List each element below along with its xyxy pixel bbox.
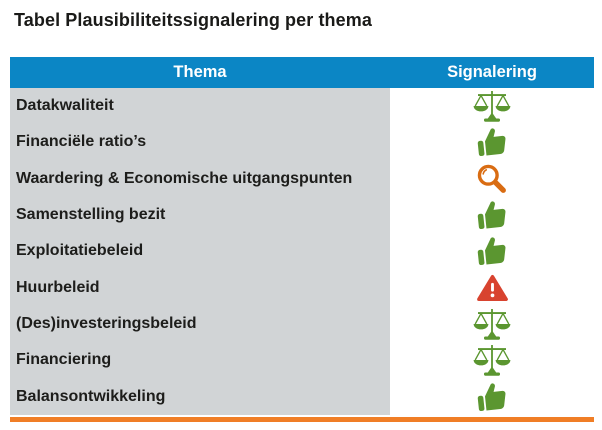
thema-cell: Samenstelling bezit	[10, 196, 390, 234]
signalering-cell	[390, 88, 594, 125]
table-header-row: Thema Signalering	[10, 57, 594, 88]
thema-cell-label: Financiering	[16, 351, 112, 369]
thema-cell: (Des)investeringsbeleid	[10, 305, 390, 343]
warning-triangle-icon	[476, 274, 508, 301]
signalering-cell	[390, 305, 594, 343]
table-title: Tabel Plausibiliteitssignalering per the…	[14, 10, 372, 30]
table-row: Financiering	[10, 342, 594, 379]
thema-cell: Waardering & Economische uitgangspunten	[10, 160, 390, 197]
thumbs-up-icon	[477, 128, 505, 157]
thema-cell-label: (Des)investeringsbeleid	[16, 315, 197, 333]
signalering-cell	[390, 196, 594, 234]
thema-cell: Datakwaliteit	[10, 88, 390, 125]
thema-cell-label: Exploitatiebeleid	[16, 242, 144, 260]
table-row: Waardering & Economische uitgangspunten	[10, 160, 594, 197]
orange-bottom-rule	[10, 416, 594, 422]
plausibiliteit-table: Thema Signalering Datakwaliteit Financië…	[10, 57, 594, 422]
table-body: Datakwaliteit Financiële ratio’s Waarder…	[10, 88, 594, 415]
scale-icon	[473, 344, 511, 376]
column-header-thema: Thema	[173, 63, 227, 81]
thema-cell-label: Samenstelling bezit	[16, 206, 166, 224]
scale-icon	[473, 308, 511, 340]
thema-cell-label: Balansontwikkeling	[16, 387, 166, 405]
signalering-cell	[390, 378, 594, 415]
thema-cell-label: Datakwaliteit	[16, 97, 114, 115]
thema-cell-label: Financiële ratio’s	[16, 133, 147, 151]
table-row: Samenstelling bezit	[10, 196, 594, 234]
thema-cell-label: Waardering & Economische uitgangspunten	[16, 169, 353, 187]
signalering-cell	[390, 269, 594, 306]
thumbs-up-icon	[477, 201, 505, 230]
thema-cell: Huurbeleid	[10, 269, 390, 306]
table-row: Financiële ratio’s	[10, 124, 594, 161]
thumbs-up-icon	[477, 237, 505, 266]
thema-cell: Exploitatiebeleid	[10, 233, 390, 270]
magnifier-icon	[477, 164, 506, 193]
signalering-cell	[390, 124, 594, 161]
column-header-signalering: Signalering	[447, 63, 537, 81]
table-row: Exploitatiebeleid	[10, 233, 594, 270]
thema-cell-label: Huurbeleid	[16, 278, 100, 296]
signalering-cell	[390, 160, 594, 197]
scale-icon	[473, 90, 511, 122]
table-row: Balansontwikkeling	[10, 378, 594, 415]
signalering-cell	[390, 233, 594, 270]
table-row: (Des)investeringsbeleid	[10, 305, 594, 343]
thema-cell: Financiële ratio’s	[10, 124, 390, 161]
thema-cell: Balansontwikkeling	[10, 378, 390, 415]
thema-cell: Financiering	[10, 342, 390, 379]
table-row: Datakwaliteit	[10, 88, 594, 125]
signalering-cell	[390, 342, 594, 379]
table-row: Huurbeleid	[10, 269, 594, 306]
thumbs-up-icon	[477, 383, 505, 411]
